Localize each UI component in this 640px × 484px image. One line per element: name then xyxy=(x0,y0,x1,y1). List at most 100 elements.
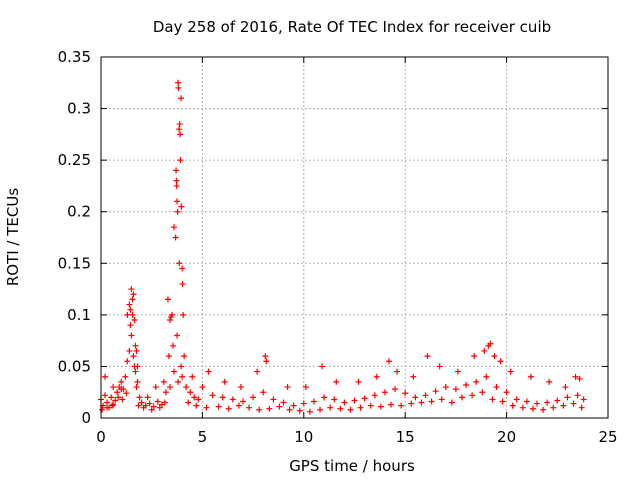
y-tick-label: 0.15 xyxy=(58,254,91,272)
x-tick-label: 0 xyxy=(96,428,106,446)
data-point xyxy=(534,400,541,407)
data-point xyxy=(418,399,425,406)
data-point xyxy=(127,322,134,329)
data-point xyxy=(146,400,153,407)
data-point xyxy=(479,389,486,396)
data-point xyxy=(499,398,506,405)
data-point xyxy=(497,358,504,365)
data-point xyxy=(152,384,159,391)
data-point xyxy=(235,402,242,409)
data-point xyxy=(225,405,232,412)
data-point xyxy=(174,208,181,215)
data-point xyxy=(262,353,269,360)
data-point xyxy=(321,394,328,401)
data-point xyxy=(123,390,130,397)
plot-frame xyxy=(100,56,609,419)
data-point xyxy=(199,384,206,391)
data-point xyxy=(119,396,126,403)
data-point xyxy=(102,373,109,380)
data-point xyxy=(263,358,270,365)
data-point xyxy=(373,373,380,380)
data-point xyxy=(127,306,134,313)
x-tick-label: 5 xyxy=(198,428,208,446)
data-point xyxy=(134,363,141,370)
data-point xyxy=(424,353,431,360)
data-point xyxy=(491,353,498,360)
data-point xyxy=(191,394,198,401)
y-tick-label: 0.35 xyxy=(58,48,91,66)
data-point xyxy=(185,399,192,406)
data-point xyxy=(110,384,117,391)
data-point xyxy=(172,234,179,241)
data-point xyxy=(167,313,174,320)
data-point xyxy=(436,363,443,370)
data-point xyxy=(463,381,470,388)
data-point xyxy=(357,404,364,411)
data-point xyxy=(239,398,246,405)
data-point xyxy=(402,390,409,397)
data-point xyxy=(388,401,395,408)
data-point xyxy=(519,404,526,411)
data-point xyxy=(129,296,136,303)
y-axis-label: ROTI / TECUs xyxy=(4,188,22,286)
data-point xyxy=(469,392,476,399)
data-point xyxy=(175,79,182,86)
data-point xyxy=(158,401,165,408)
data-point xyxy=(112,397,119,404)
data-point xyxy=(136,394,143,401)
x-axis-label: GPS time / hours xyxy=(289,457,415,475)
data-point xyxy=(487,340,494,347)
data-point xyxy=(156,404,163,411)
data-point xyxy=(178,203,185,210)
data-point xyxy=(175,84,182,91)
data-point xyxy=(276,403,283,410)
data-point xyxy=(221,378,228,385)
data-point xyxy=(385,358,392,365)
data-point xyxy=(128,332,135,339)
data-point xyxy=(135,402,142,409)
data-point xyxy=(392,386,399,393)
data-point xyxy=(284,384,291,391)
data-point xyxy=(173,167,180,174)
data-point xyxy=(341,399,348,406)
data-point xyxy=(164,296,171,303)
data-point xyxy=(394,368,401,375)
data-point xyxy=(174,198,181,205)
data-point xyxy=(544,399,551,406)
data-point xyxy=(412,394,419,401)
data-point xyxy=(104,404,111,411)
data-point xyxy=(171,224,178,231)
data-point xyxy=(138,399,145,406)
data-point xyxy=(178,363,185,370)
data-point xyxy=(102,392,109,399)
data-point xyxy=(140,404,147,411)
data-point xyxy=(580,396,587,403)
data-point xyxy=(398,402,405,409)
data-point xyxy=(130,353,137,360)
data-point xyxy=(124,358,131,365)
y-tick-label: 0 xyxy=(81,409,91,427)
y-tick-label: 0.1 xyxy=(67,306,91,324)
data-point xyxy=(165,353,172,360)
data-point xyxy=(260,389,267,396)
data-point xyxy=(203,404,210,411)
data-point xyxy=(114,389,121,396)
data-point xyxy=(126,347,133,354)
data-point xyxy=(483,373,490,380)
data-point xyxy=(454,368,461,375)
data-point xyxy=(523,398,530,405)
data-point xyxy=(160,378,167,385)
y-tick-label: 0.25 xyxy=(58,151,91,169)
data-point xyxy=(171,368,178,375)
data-point xyxy=(333,378,340,385)
data-point xyxy=(371,392,378,399)
data-point xyxy=(179,373,186,380)
data-point xyxy=(148,406,155,413)
data-point xyxy=(550,404,557,411)
data-point xyxy=(300,400,307,407)
data-point xyxy=(181,353,188,360)
data-point xyxy=(99,406,106,413)
data-point xyxy=(179,280,186,287)
data-point xyxy=(509,402,516,409)
